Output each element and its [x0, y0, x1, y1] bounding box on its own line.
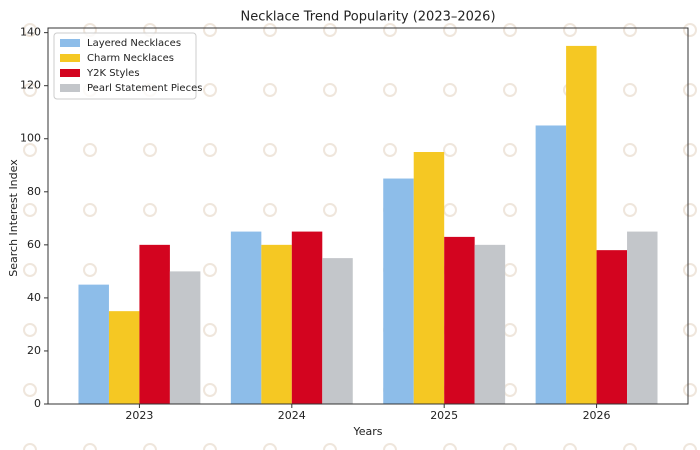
legend-label: Pearl Statement Pieces — [87, 83, 202, 94]
y-tick-label: 40 — [27, 291, 41, 304]
bar — [322, 258, 353, 404]
legend-label: Layered Necklaces — [87, 38, 181, 49]
bar — [78, 284, 109, 404]
legend-swatch — [60, 84, 80, 92]
legend-label: Charm Necklaces — [87, 53, 174, 64]
x-tick-label: 2025 — [430, 409, 458, 422]
y-tick-label: 100 — [20, 132, 41, 145]
y-tick-label: 0 — [34, 397, 41, 410]
bar — [230, 231, 262, 404]
bar — [413, 152, 445, 404]
x-axis-label: Years — [352, 425, 382, 438]
y-tick-label: 120 — [20, 79, 41, 92]
bar — [627, 231, 658, 404]
y-tick-label: 140 — [20, 26, 41, 39]
bar — [383, 178, 414, 404]
chart-title: Necklace Trend Popularity (2023–2026) — [240, 10, 495, 25]
bar — [596, 250, 628, 404]
legend-swatch — [60, 39, 80, 47]
x-tick-label: 2023 — [125, 409, 153, 422]
legend-swatch — [60, 69, 80, 77]
bar — [108, 311, 140, 404]
bar — [261, 244, 292, 404]
bar — [139, 244, 170, 404]
y-tick-label: 20 — [27, 344, 41, 357]
x-tick-label: 2026 — [583, 409, 611, 422]
bar — [566, 45, 597, 405]
bar — [535, 125, 567, 405]
bar — [444, 236, 475, 404]
y-tick-label: 80 — [27, 185, 41, 198]
bar — [291, 231, 323, 404]
y-tick-label: 60 — [27, 238, 41, 251]
bar — [169, 271, 201, 404]
y-axis-label: Search Interest Index — [7, 159, 20, 277]
legend-swatch — [60, 54, 80, 62]
legend-label: Y2K Styles — [86, 68, 140, 79]
bar — [474, 244, 506, 404]
legend-box — [53, 32, 197, 100]
plot-frame — [47, 27, 689, 405]
x-tick-label: 2024 — [278, 409, 306, 422]
